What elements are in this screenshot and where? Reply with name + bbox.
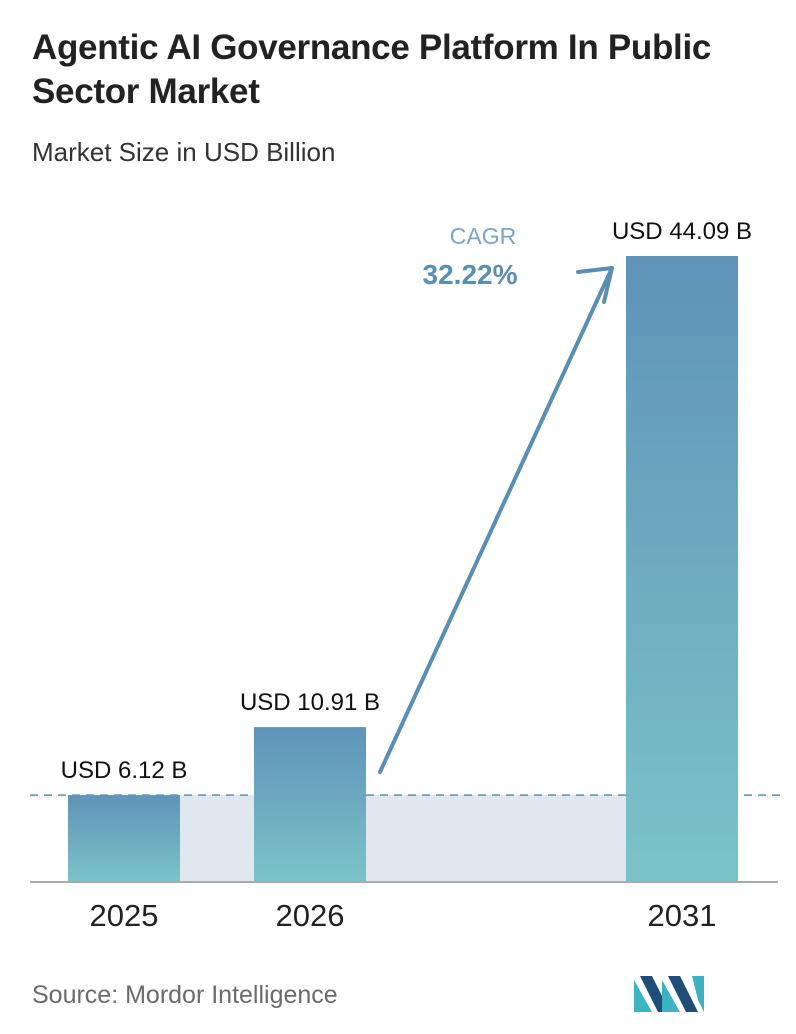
cagr-arrow-head (576, 266, 614, 304)
mordor-intelligence-logo (634, 976, 704, 1012)
data-label-2026: USD 10.91 B (240, 689, 380, 716)
cagr-value: 32.22% (423, 259, 518, 290)
bar-2031 (626, 256, 738, 882)
x-tick-label-2031: 2031 (648, 898, 717, 933)
chart-subtitle: Market Size in USD Billion (32, 137, 336, 167)
x-tick-label-2026: 2026 (276, 898, 345, 933)
x-tick-label-2025: 2025 (90, 898, 159, 933)
chart-title: Agentic AI Governance Platform In Public… (32, 28, 712, 111)
bar-2025 (68, 795, 180, 882)
cagr-arrow-line (378, 266, 614, 774)
source-note: Source: Mordor Intelligence (32, 981, 338, 1009)
data-label-2031: USD 44.09 B (612, 218, 752, 245)
bar-2026 (254, 727, 366, 882)
data-label-2025: USD 6.12 B (61, 757, 188, 784)
cagr-label: CAGR (450, 223, 516, 249)
